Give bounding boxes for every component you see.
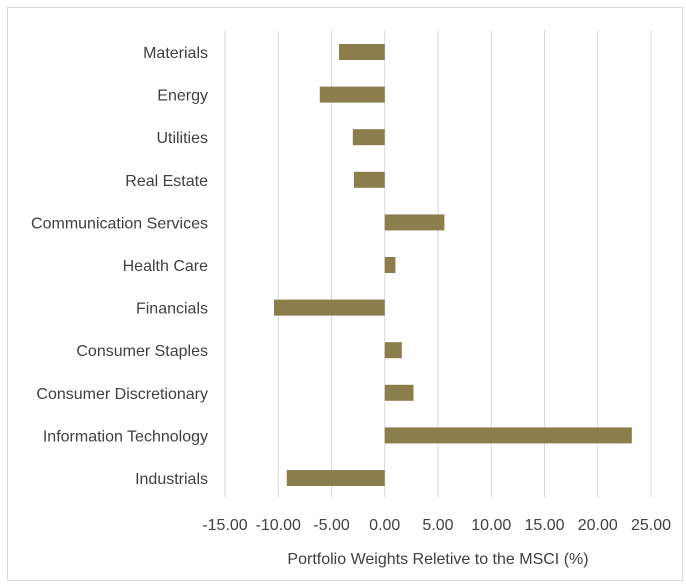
category-label: Utilities — [156, 130, 208, 147]
x-tick-labels: -15.00 -10.00 -5.00 0.00 5.00 10.00 15.00 20.00… — [202, 517, 671, 534]
bar — [286, 470, 385, 486]
bar — [384, 214, 445, 231]
category-label: Consumer Discretionary — [36, 386, 208, 403]
x-tick-label: 25.00 — [631, 517, 671, 534]
bar — [319, 86, 385, 103]
x-tick-label: 0.00 — [369, 517, 400, 534]
bar — [352, 129, 385, 146]
x-tick-label: 10.00 — [471, 517, 511, 534]
x-axis-title: Portfolio Weights Reletive to the MSCI (… — [287, 551, 588, 568]
gridlines — [224, 30, 652, 497]
x-tick-label: 15.00 — [524, 517, 564, 534]
bar — [384, 342, 402, 359]
x-tick-label: -5.00 — [313, 517, 350, 534]
category-label: Materials — [143, 45, 208, 62]
bar — [338, 44, 385, 60]
category-labels: Materials Energy Utilities Real Estate Commu… — [31, 45, 208, 488]
category-label: Consumer Staples — [76, 343, 208, 360]
category-label: Industrials — [135, 471, 208, 488]
x-tick-label: 20.00 — [578, 517, 618, 534]
x-tick-label: 5.00 — [422, 517, 453, 534]
bar — [384, 427, 632, 444]
x-tick-label: -15.00 — [202, 517, 247, 534]
category-label: Financials — [136, 301, 208, 318]
bars — [273, 44, 632, 486]
category-label: Communication Services — [31, 215, 208, 232]
bar — [384, 384, 414, 401]
category-label: Real Estate — [125, 173, 208, 190]
category-label: Energy — [157, 88, 208, 105]
bar — [353, 171, 385, 188]
bar — [384, 257, 396, 273]
category-label: Information Technology — [43, 428, 208, 445]
category-label: Health Care — [123, 258, 208, 275]
x-tick-label: -10.00 — [256, 517, 301, 534]
bar — [273, 299, 385, 316]
